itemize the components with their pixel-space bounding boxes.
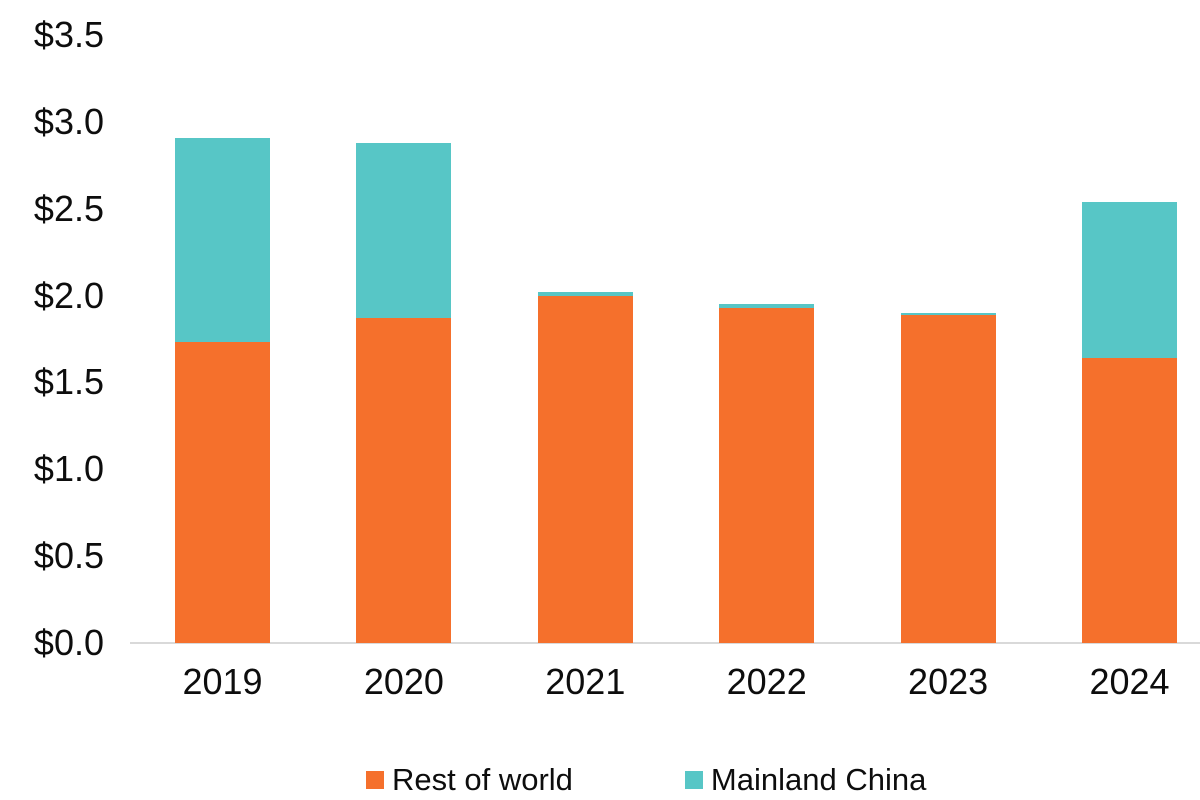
bar-segment-mainland-china-2020 [356,142,452,319]
x-tick-label-2021: 2021 [545,661,626,702]
y-tick-label: $3.5 [33,14,104,56]
bar-segment-rest-of-world-2023 [900,314,996,643]
legend-label: Mainland China [710,762,927,797]
bar-segment-mainland-china-2019 [175,137,270,343]
y-tick-label: $3.0 [33,100,104,142]
y-tick-label: $1.5 [33,361,104,403]
y-tick-label: $2.5 [33,187,104,229]
bar-segment-rest-of-world-2024 [1082,358,1177,643]
x-tick-label-2020: 2020 [363,661,444,702]
legend-item-rest-of-world: Rest of world [366,762,573,798]
legend-label: Rest of world [392,762,573,797]
x-tick-label-2024: 2024 [1089,661,1170,702]
bar-segment-rest-of-world-2019 [175,342,270,643]
y-tick-label: $0.0 [33,622,104,663]
bar-segment-mainland-china-2024 [1082,201,1177,359]
y-tick-label: $2.0 [33,274,104,316]
y-tick-label: $1.0 [33,448,104,490]
legend-item-mainland-china: Mainland China [684,762,927,798]
bar-segment-mainland-china-2021 [537,292,633,296]
bar-segment-rest-of-world-2020 [356,318,452,643]
x-tick-label-2019: 2019 [182,661,263,702]
legend: Rest of world Mainland China [366,762,926,798]
legend-swatch-icon [684,771,703,789]
bar-segment-mainland-china-2023 [900,312,996,315]
bar-segment-mainland-china-2022 [719,304,815,308]
y-tick-label: $0.5 [33,535,104,577]
bar-segment-rest-of-world-2022 [719,307,815,643]
x-axis-line [130,642,1200,644]
bar-segment-rest-of-world-2021 [537,295,633,643]
x-tick-label-2023: 2023 [908,661,989,702]
legend-swatch-icon [366,771,384,789]
x-tick-label-2022: 2022 [726,661,807,702]
